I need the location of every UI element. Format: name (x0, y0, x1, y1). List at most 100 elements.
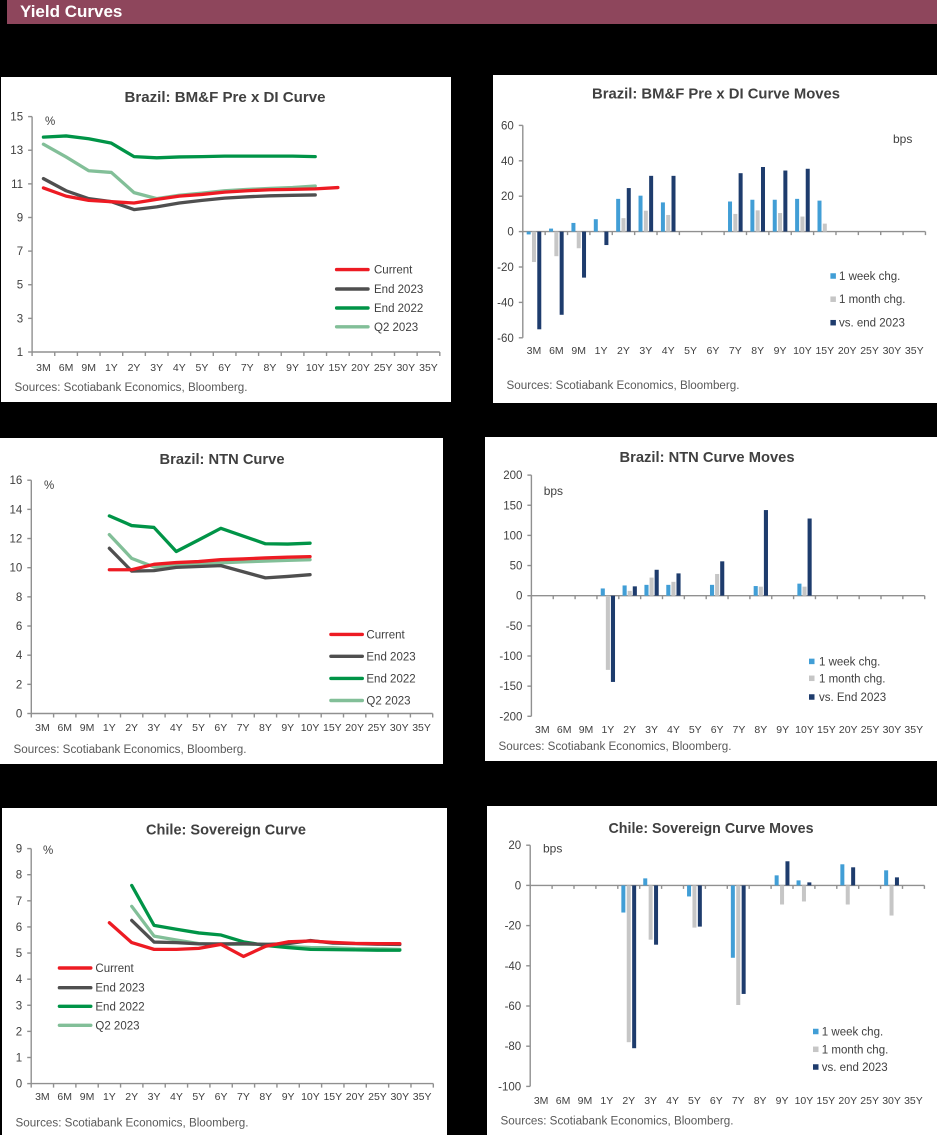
svg-text:30Y: 30Y (883, 724, 902, 736)
svg-text:End 2023: End 2023 (374, 284, 423, 296)
svg-text:-60: -60 (505, 1001, 522, 1013)
svg-text:10Y: 10Y (301, 1091, 320, 1103)
svg-text:6: 6 (16, 621, 22, 633)
svg-text:9Y: 9Y (281, 722, 294, 734)
svg-text:1 month chg.: 1 month chg. (822, 1044, 888, 1056)
svg-text:60: 60 (501, 120, 514, 132)
svg-text:Sources: Scotiabank Economics,: Sources: Scotiabank Economics, Bloomberg… (16, 1118, 249, 1130)
svg-text:0: 0 (515, 880, 521, 892)
svg-text:25Y: 25Y (861, 724, 880, 736)
svg-text:0: 0 (16, 1079, 22, 1091)
svg-text:9M: 9M (80, 722, 95, 734)
svg-text:-50: -50 (506, 621, 523, 633)
svg-text:9Y: 9Y (776, 1095, 789, 1107)
svg-text:6M: 6M (59, 362, 74, 374)
svg-text:1: 1 (16, 1052, 22, 1064)
svg-text:3M: 3M (534, 1095, 549, 1107)
svg-text:1Y: 1Y (595, 345, 608, 357)
svg-text:7Y: 7Y (732, 1095, 745, 1107)
svg-text:bps: bps (893, 132, 912, 146)
svg-text:2: 2 (16, 679, 22, 691)
svg-text:3M: 3M (35, 1091, 50, 1103)
svg-text:200: 200 (503, 470, 522, 482)
svg-text:-150: -150 (499, 681, 522, 693)
svg-text:2Y: 2Y (623, 724, 636, 736)
svg-text:3M: 3M (527, 345, 542, 357)
svg-text:6M: 6M (57, 1091, 72, 1103)
svg-text:7Y: 7Y (241, 362, 254, 374)
svg-text:0: 0 (507, 227, 513, 239)
svg-text:8Y: 8Y (751, 345, 764, 357)
svg-text:3Y: 3Y (645, 724, 658, 736)
svg-text:25Y: 25Y (860, 1095, 879, 1107)
svg-text:8Y: 8Y (754, 724, 767, 736)
svg-text:10Y: 10Y (793, 345, 812, 357)
svg-text:15Y: 15Y (323, 722, 342, 734)
svg-text:9Y: 9Y (282, 1091, 295, 1103)
svg-text:10Y: 10Y (301, 722, 320, 734)
svg-text:Sources: Scotiabank Economics,: Sources: Scotiabank Economics, Bloomberg… (499, 741, 732, 753)
svg-text:6M: 6M (57, 722, 72, 734)
svg-text:6Y: 6Y (214, 722, 227, 734)
svg-text:5Y: 5Y (688, 1095, 701, 1107)
svg-text:30Y: 30Y (390, 1091, 409, 1103)
svg-text:7: 7 (16, 896, 22, 908)
svg-text:35Y: 35Y (905, 345, 924, 357)
svg-text:5: 5 (16, 948, 22, 960)
svg-text:Chile: Sovereign Curve Moves: Chile: Sovereign Curve Moves (609, 820, 814, 837)
svg-text:1Y: 1Y (601, 724, 614, 736)
svg-text:15Y: 15Y (817, 1095, 836, 1107)
svg-text:3Y: 3Y (639, 345, 652, 357)
svg-text:10Y: 10Y (795, 1095, 814, 1107)
svg-text:3M: 3M (535, 724, 550, 736)
svg-text:5Y: 5Y (689, 724, 702, 736)
svg-text:-60: -60 (497, 333, 514, 345)
svg-text:2Y: 2Y (622, 1095, 635, 1107)
svg-text:6Y: 6Y (215, 1091, 228, 1103)
svg-text:Brazil: NTN Curve Moves: Brazil: NTN Curve Moves (620, 449, 795, 466)
svg-text:2Y: 2Y (125, 1091, 138, 1103)
svg-text:20Y: 20Y (839, 724, 858, 736)
svg-text:5: 5 (17, 280, 23, 292)
svg-text:bps: bps (543, 842, 562, 856)
svg-text:3Y: 3Y (150, 362, 163, 374)
svg-text:6Y: 6Y (707, 345, 720, 357)
svg-text:-100: -100 (498, 1081, 521, 1093)
svg-text:12: 12 (10, 534, 23, 546)
svg-text:10Y: 10Y (795, 724, 814, 736)
svg-text:vs. end 2023: vs. end 2023 (822, 1062, 888, 1074)
svg-text:6Y: 6Y (218, 362, 231, 374)
svg-text:7Y: 7Y (237, 722, 250, 734)
svg-text:9Y: 9Y (774, 345, 787, 357)
svg-text:4Y: 4Y (170, 722, 183, 734)
svg-text:35Y: 35Y (904, 1095, 923, 1107)
svg-text:7: 7 (17, 246, 23, 258)
svg-text:Brazil: BM&F Pre x DI Curve: Brazil: BM&F Pre x DI Curve (125, 89, 326, 106)
svg-text:35Y: 35Y (412, 722, 431, 734)
svg-text:30Y: 30Y (396, 362, 415, 374)
svg-text:Q2 2023: Q2 2023 (366, 696, 410, 708)
svg-text:100: 100 (503, 530, 522, 542)
svg-text:5Y: 5Y (684, 345, 697, 357)
svg-text:-40: -40 (497, 297, 514, 309)
svg-text:Sources: Scotiabank Economics,: Sources: Scotiabank Economics, Bloomberg… (501, 1116, 734, 1128)
svg-text:25Y: 25Y (374, 362, 393, 374)
svg-text:15: 15 (10, 112, 23, 124)
svg-text:4Y: 4Y (662, 345, 675, 357)
svg-text:4Y: 4Y (666, 1095, 679, 1107)
svg-text:4: 4 (16, 974, 23, 986)
svg-text:5Y: 5Y (192, 722, 205, 734)
svg-text:3Y: 3Y (148, 1091, 161, 1103)
svg-text:9M: 9M (81, 362, 96, 374)
svg-text:End 2022: End 2022 (95, 1001, 144, 1013)
svg-text:1: 1 (17, 347, 23, 359)
svg-text:25Y: 25Y (860, 345, 879, 357)
svg-text:%: % (44, 480, 54, 492)
svg-text:0: 0 (516, 591, 522, 603)
svg-text:9M: 9M (571, 345, 586, 357)
svg-text:1Y: 1Y (105, 362, 118, 374)
svg-text:vs. End 2023: vs. End 2023 (819, 692, 886, 704)
svg-text:3M: 3M (36, 362, 51, 374)
svg-text:15Y: 15Y (815, 345, 834, 357)
svg-text:6Y: 6Y (711, 724, 724, 736)
